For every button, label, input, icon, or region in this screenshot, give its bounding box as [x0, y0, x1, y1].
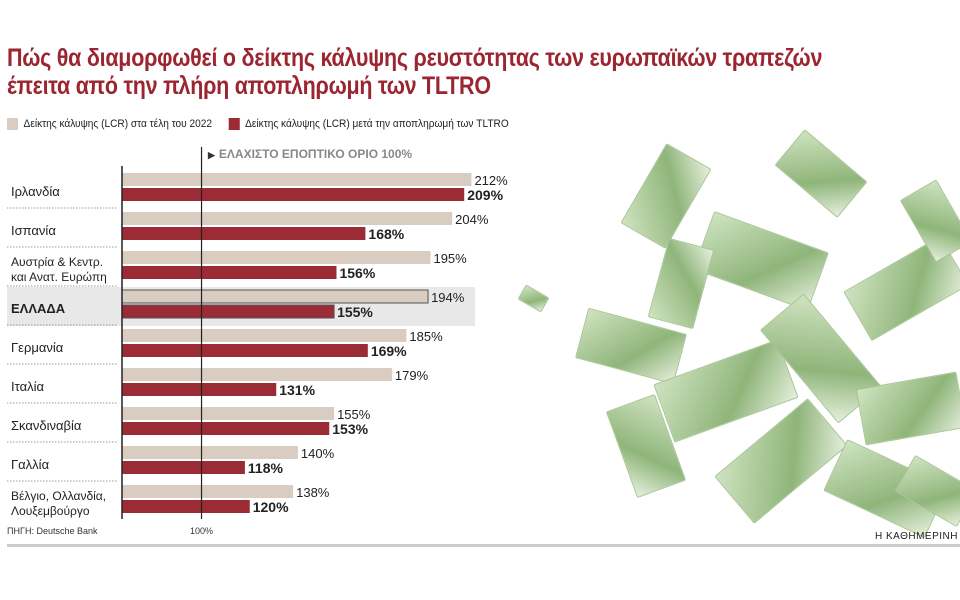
legend-label: Δείκτης κάλυψης (LCR) μετά την αποπληρωμ… [245, 118, 509, 130]
data-label: 155% [337, 407, 371, 422]
bar-2022 [121, 289, 429, 304]
data-label: 204% [455, 212, 489, 227]
title-line-2: έπειτα από την πλήρη αποπληρωμή των TLTR… [7, 72, 491, 100]
bar-2022 [122, 368, 392, 381]
reference-tick-label: 100% [190, 526, 213, 536]
bar-after-tltro [122, 500, 250, 513]
bar-2022 [122, 407, 335, 420]
title-line-1: Πώς θα διαμορφωθεί ο δείκτης κάλυψης ρευ… [7, 44, 823, 72]
bar-2022 [122, 212, 453, 225]
category-label: Ισπανία [11, 223, 56, 238]
bar-after-tltro [122, 461, 245, 474]
bar-2022 [122, 173, 472, 186]
data-label: 140% [301, 446, 335, 461]
data-label: 168% [368, 226, 404, 242]
category-label: Γερμανία [11, 340, 64, 355]
data-label: 209% [467, 187, 503, 203]
data-label: 212% [474, 173, 508, 188]
data-label: 153% [332, 421, 368, 437]
data-label: 185% [409, 329, 443, 344]
reference-text: ΕΛΑΧΙΣΤΟ ΕΠΟΠΤΙΚΟ ΟΡΙΟ 100% [218, 147, 413, 161]
data-label: 120% [253, 499, 289, 515]
bar-after-tltro [122, 383, 277, 396]
data-label: 131% [279, 382, 315, 398]
data-label: 118% [248, 460, 284, 476]
category-label: Λουξεμβούργο [11, 504, 90, 518]
source-note: ΠΗΓΗ: Deutsche Bank [7, 526, 98, 536]
category-label: και Ανατ. Ευρώπη [11, 270, 107, 284]
bar-after-tltro [122, 188, 465, 201]
category-label: Βέλγιο, Ολλανδία, [11, 489, 106, 503]
category-label: Ιταλία [11, 379, 44, 394]
legend-item-2022: Δείκτης κάλυψης (LCR) στα τέλη του 2022 [7, 118, 212, 130]
bar-after-tltro [122, 266, 337, 279]
data-label: 169% [371, 343, 407, 359]
legend-item-after-tltro: Δείκτης κάλυψης (LCR) μετά την αποπληρωμ… [228, 118, 509, 130]
bar-2022 [122, 446, 298, 459]
legend: Δείκτης κάλυψης (LCR) στα τέλη του 2022 … [7, 118, 509, 130]
category-label: Σκανδιναβία [11, 418, 82, 433]
bar-after-tltro [122, 422, 330, 435]
bar-2022 [122, 485, 294, 498]
bar-after-tltro [122, 227, 366, 240]
bar-after-tltro [122, 344, 368, 357]
bottom-divider [7, 544, 960, 547]
triangle-right-icon: ▶ [208, 150, 215, 160]
reference-line-label: ▶ ΕΛΑΧΙΣΤΟ ΕΠΟΠΤΙΚΟ ΟΡΙΟ 100% [208, 147, 412, 161]
chart-title: Πώς θα διαμορφωθεί ο δείκτης κάλυψης ρευ… [7, 44, 822, 100]
data-label: 179% [395, 368, 429, 383]
category-label: Γαλλία [11, 457, 50, 472]
legend-swatch [228, 118, 240, 130]
data-label: 138% [296, 485, 330, 500]
bar-after-tltro [121, 304, 335, 319]
legend-label: Δείκτης κάλυψης (LCR) στα τέλη του 2022 [23, 118, 213, 130]
category-label: Ιρλανδία [11, 184, 60, 199]
bar-2022 [122, 329, 407, 342]
legend-swatch [7, 118, 19, 130]
brand-logo: Η ΚΑΘΗΜΕΡΙΝΗ [874, 531, 958, 542]
data-label: 156% [339, 265, 375, 281]
bar-2022 [122, 251, 431, 264]
data-label: 155% [337, 304, 373, 320]
category-label: Αυστρία & Κεντρ. [11, 255, 103, 269]
data-label: 194% [431, 290, 465, 305]
data-label: 195% [433, 251, 467, 266]
category-label: ΕΛΛΑΔΑ [11, 301, 66, 316]
